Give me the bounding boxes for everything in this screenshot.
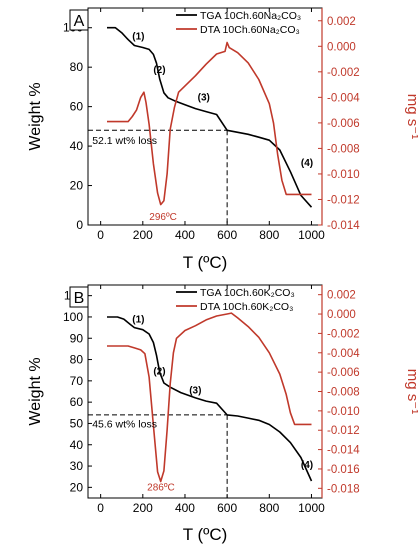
stage-annotation: (3) <box>198 93 210 104</box>
legend: TGA 10Ch.60K₂CO₃ DTA 10Ch.60K₂CO₃ <box>176 287 295 313</box>
stage-annotation: (1) <box>132 32 144 43</box>
y-right-tick-label: -0.012 <box>327 194 360 206</box>
y-left-tick-label: 50 <box>70 416 84 430</box>
x-axis-label: T (ºC) <box>183 253 228 272</box>
stage-annotation: (4) <box>301 460 313 471</box>
legend: TGA 10Ch.60Na₂CO₃ DTA 10Ch.60Na₂CO₃ <box>176 10 301 36</box>
dta-series-line <box>107 41 312 206</box>
y-left-tick-label: 20 <box>70 480 84 494</box>
x-tick-label: 800 <box>259 228 279 242</box>
panel-label: B <box>74 290 85 307</box>
panel-label: A <box>74 13 85 30</box>
panel-label-box <box>69 286 89 308</box>
y-right-tick-label: 0.002 <box>327 16 356 28</box>
x-tick-label: 1000 <box>298 501 325 515</box>
x-axis-label: T (ºC) <box>183 525 228 544</box>
x-tick-label: 0 <box>97 501 104 515</box>
y-right-axis-label: mg s⁻¹ <box>404 369 418 414</box>
x-tick-label: 600 <box>217 228 237 242</box>
y-left-tick-label: 60 <box>70 100 84 114</box>
legend-entry: DTA 10Ch.60K₂CO₃ <box>200 301 293 313</box>
y-right-tick-label: -0.002 <box>327 328 360 340</box>
stage-annotation: (3) <box>189 386 201 397</box>
y-left-tick-label: 90 <box>70 331 84 345</box>
y-right-tick-label: -0.008 <box>327 387 360 399</box>
y-left-tick-label: 70 <box>70 374 84 388</box>
y-left-tick-label: 80 <box>70 60 84 74</box>
y-right-tick-label: -0.004 <box>327 92 360 104</box>
panel-label-box <box>69 9 89 31</box>
y-left-tick-label: 40 <box>70 438 84 452</box>
x-tick-label: 0 <box>97 228 104 242</box>
x-tick-label: 1000 <box>298 228 325 242</box>
y-right-tick-label: -0.006 <box>327 118 360 130</box>
x-tick-label: 200 <box>133 228 153 242</box>
stage-annotation: (1) <box>132 314 144 325</box>
legend-entry: DTA 10Ch.60Na₂CO₃ <box>200 24 300 36</box>
y-right-tick-label: -0.010 <box>327 169 360 181</box>
y-right-tick-label: 0.002 <box>327 290 356 302</box>
x-tick-label: 200 <box>133 501 153 515</box>
y-left-tick-label: 20 <box>70 179 84 193</box>
stage-annotation: (4) <box>301 158 313 169</box>
y-right-tick-label: -0.010 <box>327 406 360 418</box>
chart-panel-a: 02004006008001000020406080100-0.014-0.01… <box>27 7 418 272</box>
y-right-tick-label: -0.014 <box>327 445 360 457</box>
legend-entry: TGA 10Ch.60K₂CO₃ <box>200 287 295 299</box>
stage-annotation: (2) <box>153 65 165 76</box>
y-right-tick-label: 0.000 <box>327 309 356 321</box>
y-right-axis-label: mg s⁻¹ <box>404 94 418 139</box>
loss-annotation: 52.1 wt% loss <box>92 135 157 147</box>
peak-temperature-annotation: 296ºC <box>149 212 177 223</box>
dta-series-line <box>107 312 312 483</box>
tga-series-line <box>107 26 313 208</box>
y-left-axis-label: Weight % <box>27 357 44 425</box>
legend-entry: TGA 10Ch.60Na₂CO₃ <box>200 10 301 22</box>
stage-annotation: (2) <box>153 366 165 377</box>
y-left-tick-label: 60 <box>70 395 84 409</box>
x-tick-label: 600 <box>217 501 237 515</box>
y-right-tick-label: -0.008 <box>327 143 360 155</box>
x-tick-label: 400 <box>175 228 195 242</box>
y-right-tick-label: -0.004 <box>327 348 360 360</box>
y-right-tick-label: -0.016 <box>327 464 360 476</box>
y-right-tick-label: -0.002 <box>327 67 360 79</box>
y-left-tick-label: 30 <box>70 459 84 473</box>
y-left-tick-label: 40 <box>70 139 84 153</box>
chart-panel-b: 020040060080010002030405060708090100110-… <box>27 284 418 544</box>
y-right-tick-label: -0.014 <box>327 220 360 232</box>
y-right-tick-label: -0.018 <box>327 483 360 495</box>
tga-series-line <box>107 316 313 482</box>
x-tick-label: 800 <box>259 501 279 515</box>
y-left-tick-label: 0 <box>76 218 83 232</box>
y-right-tick-label: -0.006 <box>327 367 360 379</box>
y-right-tick-label: 0.000 <box>327 41 356 53</box>
y-right-tick-label: -0.012 <box>327 425 360 437</box>
peak-temperature-annotation: 286ºC <box>147 482 175 493</box>
y-left-tick-label: 100 <box>63 310 83 324</box>
loss-annotation: 45.6 wt% loss <box>92 419 157 431</box>
x-tick-label: 400 <box>175 501 195 515</box>
y-left-tick-label: 80 <box>70 353 84 367</box>
y-left-axis-label: Weight % <box>27 82 44 150</box>
